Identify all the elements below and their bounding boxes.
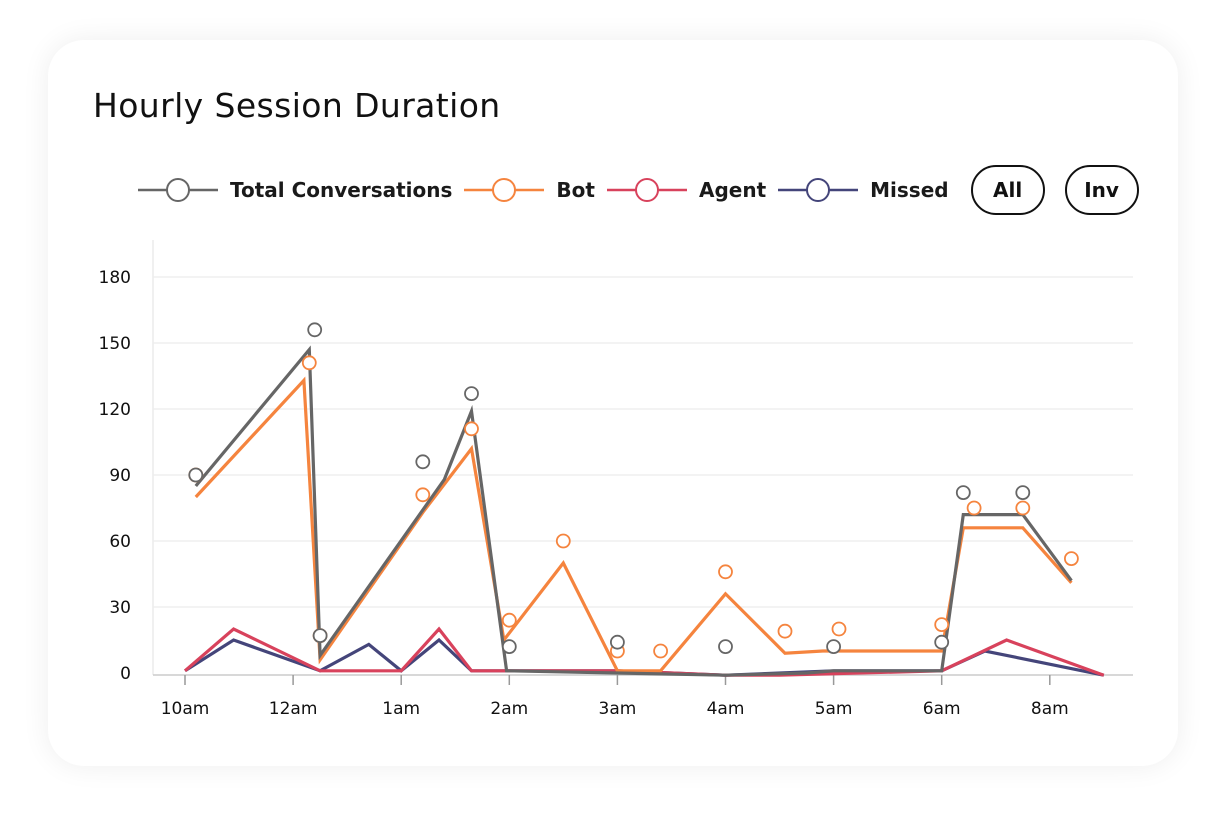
y-tick-label: 30 — [109, 598, 131, 618]
x-tick-label: 1am — [382, 699, 420, 719]
data-point-total[interactable] — [415, 454, 431, 470]
data-point-bot[interactable] — [555, 533, 571, 549]
data-point-bot[interactable] — [653, 643, 668, 659]
y-tick-label: 120 — [99, 400, 131, 420]
legend-label-bot: Bot — [556, 178, 595, 202]
y-tick-label: 0 — [120, 664, 131, 684]
legend-item-total[interactable]: Total Conversations — [138, 175, 452, 205]
y-tick-label: 180 — [99, 268, 131, 288]
data-point-total[interactable] — [955, 485, 971, 501]
data-point-total[interactable] — [312, 628, 328, 643]
legend-label-total: Total Conversations — [230, 178, 453, 202]
series-lines — [183, 345, 1105, 677]
legend-item-missed[interactable]: Missed — [778, 175, 949, 205]
legend-label-missed: Missed — [870, 178, 949, 202]
x-tick-label: 8am — [1031, 699, 1069, 719]
data-point-total[interactable] — [718, 639, 733, 654]
inv-button[interactable]: Inv — [1064, 165, 1139, 215]
series-line-total — [194, 345, 1073, 677]
legend-label-agent: Agent — [698, 178, 767, 202]
data-point-bot[interactable] — [831, 621, 847, 637]
axes: 0 30 60 90 120 150 180 10am 12am 1am 2am 3am 4am 5am 6… — [99, 240, 1133, 719]
x-tick-label: 4am — [707, 699, 745, 719]
y-tick-label: 90 — [109, 466, 131, 486]
data-point-total[interactable] — [307, 322, 323, 338]
data-point-total[interactable] — [464, 386, 479, 402]
data-point-total[interactable] — [826, 639, 841, 654]
data-point-bot[interactable] — [464, 421, 479, 437]
all-button[interactable]: All — [970, 165, 1045, 215]
data-point-bot[interactable] — [301, 355, 317, 371]
data-point-total[interactable] — [934, 634, 950, 650]
data-point-total[interactable] — [610, 634, 625, 650]
data-point-bot[interactable] — [966, 500, 982, 516]
data-point-bot[interactable] — [501, 612, 517, 628]
series-markers — [188, 322, 1079, 659]
data-point-bot[interactable] — [777, 623, 793, 639]
data-point-total[interactable] — [1015, 485, 1031, 501]
grid-lines — [153, 276, 1133, 608]
x-tick-label: 2am — [490, 699, 528, 719]
chart-title: Hourly Session Duration — [93, 86, 501, 125]
legend: Total Conversations Bot Agent Missed All… — [138, 163, 1139, 217]
data-point-bot[interactable] — [934, 617, 950, 632]
legend-item-agent[interactable]: Agent — [606, 175, 767, 205]
x-tick-label: 5am — [815, 699, 853, 719]
data-point-bot[interactable] — [718, 564, 733, 580]
x-tick-label: 3am — [599, 699, 637, 719]
data-point-total[interactable] — [188, 467, 204, 483]
legend-swatch-missed-icon — [778, 178, 859, 202]
data-point-bot[interactable] — [1064, 551, 1079, 566]
legend-swatch-total-icon — [138, 178, 218, 202]
data-point-bot[interactable] — [1015, 500, 1031, 516]
y-tick-label: 150 — [99, 334, 131, 354]
x-tick-label: 10am — [161, 699, 210, 719]
legend-swatch-agent-icon — [606, 178, 687, 202]
x-tick-label: 6am — [923, 699, 961, 719]
y-tick-label: 60 — [109, 532, 131, 552]
legend-item-bot[interactable]: Bot — [464, 175, 595, 205]
legend-swatch-bot-icon — [464, 178, 545, 202]
data-point-bot[interactable] — [415, 487, 431, 503]
x-tick-label: 12am — [269, 699, 318, 719]
data-point-total[interactable] — [501, 639, 517, 654]
